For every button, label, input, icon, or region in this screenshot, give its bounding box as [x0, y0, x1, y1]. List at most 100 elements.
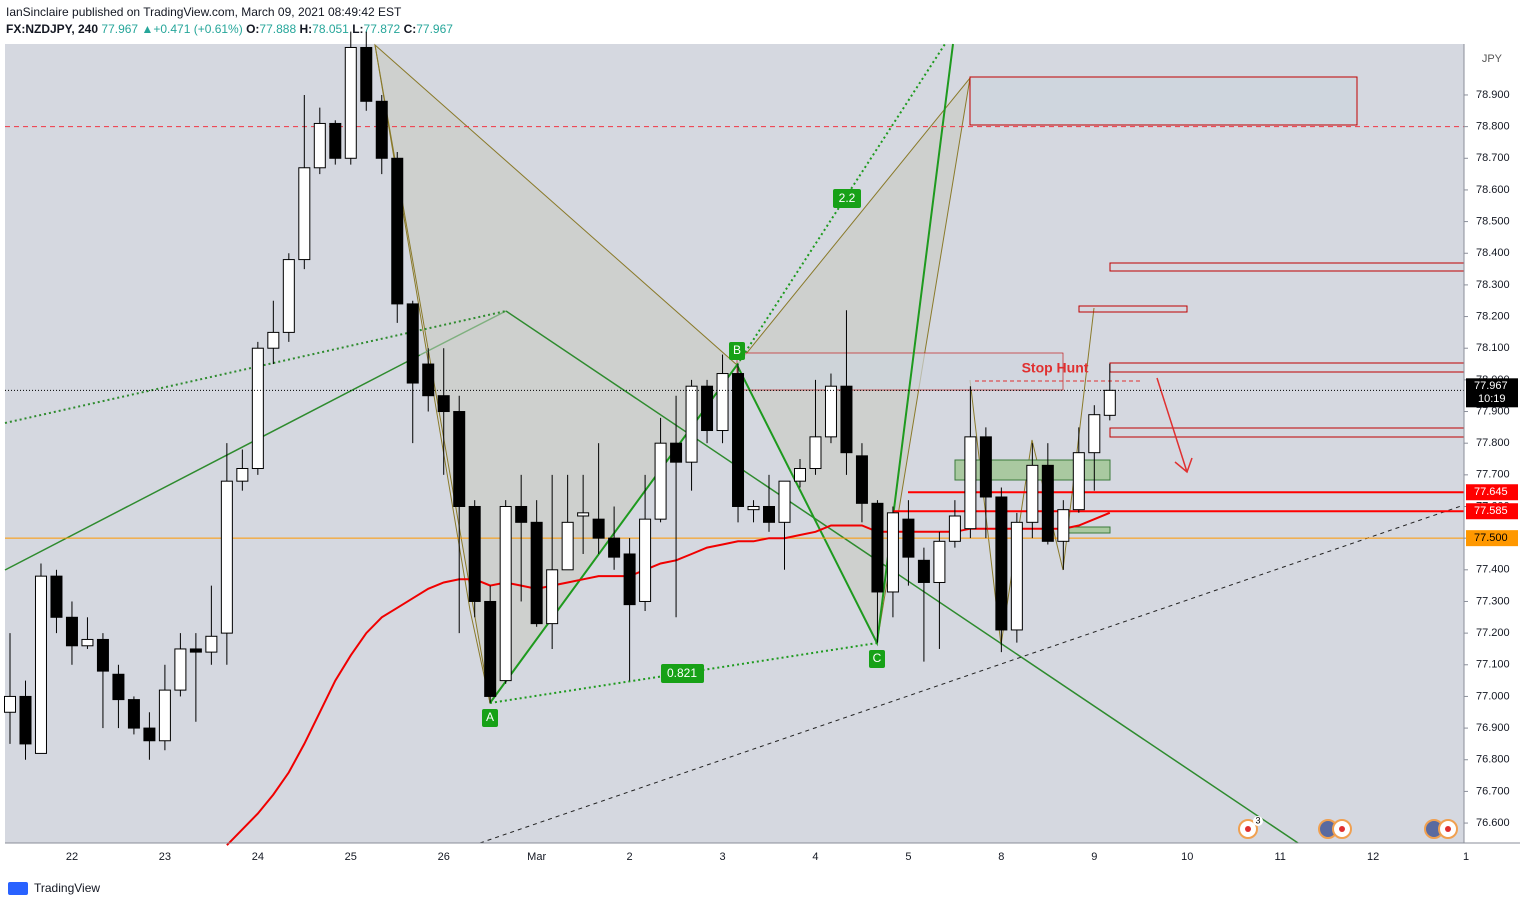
- candle-body: [1103, 389, 1116, 416]
- candle-body: [886, 512, 899, 593]
- x-tick-label: 11: [1274, 851, 1285, 863]
- level-label: 77.585: [1474, 505, 1508, 517]
- x-tick-label: 26: [438, 851, 450, 863]
- candle-body: [871, 502, 884, 593]
- candle-body: [391, 157, 404, 305]
- trend-line: [4, 354, 421, 571]
- candle-body: [1010, 521, 1023, 631]
- label-box: [661, 664, 704, 683]
- candle-body: [143, 727, 156, 742]
- y-tick-label: 77.200: [1476, 627, 1510, 639]
- label-box: [869, 650, 885, 668]
- level-label: 77.645: [1474, 486, 1508, 498]
- symbol: FX:NZDJPY, 240: [6, 22, 99, 36]
- candle-body: [778, 480, 791, 523]
- candle-body: [747, 505, 760, 511]
- candle-body: [236, 468, 249, 482]
- y-tick-label: 78.800: [1476, 121, 1510, 133]
- y-tick-label: 78.900: [1476, 89, 1510, 101]
- label-box: [833, 189, 861, 208]
- event-badge-bg: [1253, 816, 1263, 826]
- candle-body: [809, 436, 822, 470]
- publisher: IanSinclaire published on TradingView.co…: [6, 5, 402, 19]
- candle-body: [948, 515, 961, 542]
- point-label: B: [733, 343, 741, 357]
- y-tick-label: 78.200: [1476, 310, 1510, 322]
- candle-body: [484, 600, 497, 697]
- y-tick-label: 76.600: [1476, 817, 1510, 829]
- y-tick-label: 77.400: [1476, 564, 1510, 576]
- candle-body: [174, 648, 187, 691]
- x-tick-label: 5: [905, 851, 911, 863]
- candle-body: [902, 518, 915, 558]
- candle-body: [127, 699, 140, 729]
- trend-line: [419, 310, 507, 356]
- y-tick-label: 78.300: [1476, 279, 1510, 291]
- x-tick-label: 22: [66, 851, 78, 863]
- candle-body: [189, 648, 202, 653]
- candle-body: [964, 436, 977, 530]
- candle-body: [1026, 464, 1039, 523]
- candle-body: [4, 695, 16, 713]
- candle-body: [763, 505, 776, 523]
- point-label: A: [486, 710, 494, 724]
- symbol-line: FX:NZDJPY, 240 77.967 ▲+0.471 (+0.61%) O…: [6, 21, 453, 38]
- candle-body: [112, 673, 125, 701]
- pattern-labels: A B C 2.2 0.821 Stop Hunt: [482, 189, 1089, 727]
- logo: [8, 882, 28, 895]
- c-label: C:: [403, 22, 417, 36]
- level-label: 77.500: [1474, 532, 1508, 544]
- candle-body: [96, 638, 109, 672]
- x-tick-label: 23: [159, 851, 171, 863]
- y-tick-label: 77.700: [1476, 469, 1510, 481]
- candle-body: [608, 537, 621, 558]
- x-tick-label: 24: [252, 851, 264, 863]
- candle-body: [546, 569, 559, 625]
- annotation: Stop Hunt: [1022, 360, 1089, 376]
- y-tick-label: 78.600: [1476, 184, 1510, 196]
- last-price: 77.967: [101, 22, 139, 36]
- candle-body: [840, 385, 853, 454]
- candle-body: [360, 46, 373, 102]
- y-tick-label: 78.700: [1476, 152, 1510, 164]
- x-tick-label: 9: [1091, 851, 1097, 863]
- y-tick-label: 77.000: [1476, 690, 1510, 702]
- candle-body: [793, 468, 806, 482]
- candle-body: [406, 303, 419, 384]
- candle-body: [654, 442, 667, 520]
- candle-body: [592, 518, 605, 539]
- candle-body: [50, 575, 63, 618]
- event-icon: [1245, 826, 1251, 832]
- candle-body: [701, 385, 714, 432]
- y-tick-label: 76.700: [1476, 785, 1510, 797]
- candle-body: [267, 331, 280, 349]
- h-label: H:: [299, 22, 313, 36]
- y-tick-label: 77.900: [1476, 405, 1510, 417]
- candle-body: [1041, 464, 1054, 542]
- y-tick-label: 78.500: [1476, 215, 1510, 227]
- y-tick-label: 78.400: [1476, 247, 1510, 259]
- events: 3: [1238, 815, 1458, 839]
- candle-body: [19, 695, 32, 745]
- candle-body: [344, 46, 357, 159]
- candle-body: [453, 411, 466, 507]
- candle-body: [1088, 414, 1101, 454]
- abcd-line: [489, 43, 954, 704]
- x-tick-label: 8: [998, 851, 1004, 863]
- label-box: [729, 342, 745, 360]
- candle-body: [329, 122, 342, 159]
- candle-body: [251, 347, 264, 470]
- trend-line: [479, 504, 1465, 844]
- candle-body: [34, 575, 47, 754]
- candle-body: [670, 442, 683, 463]
- label-box: [482, 709, 498, 727]
- footer: TradingView: [8, 881, 100, 895]
- candle-body: [1057, 509, 1070, 542]
- candle-body: [716, 373, 729, 432]
- arrow: [1156, 377, 1188, 473]
- candle-body: [298, 167, 311, 261]
- candle-body: [313, 122, 326, 169]
- y-tick-label: 76.800: [1476, 754, 1510, 766]
- o-value: 77.888: [259, 22, 297, 36]
